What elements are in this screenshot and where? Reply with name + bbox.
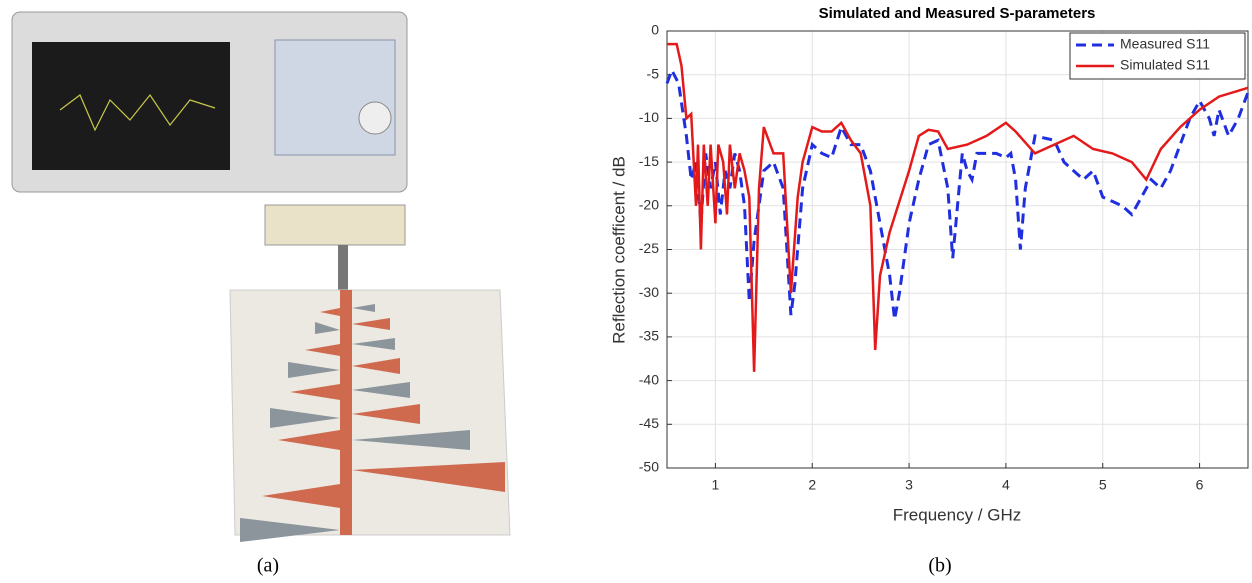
x-tick-label: 5: [1099, 477, 1107, 493]
caption: (b): [928, 555, 951, 577]
x-tick-label: 4: [1002, 477, 1010, 493]
y-tick-label: -15: [639, 153, 659, 169]
x-axis-label: Frequency / GHz: [893, 505, 1022, 524]
x-tick-label: 3: [905, 477, 913, 493]
legend-label: Measured S11: [1120, 36, 1210, 52]
y-tick-label: -30: [639, 284, 659, 300]
feed-line: [340, 290, 352, 535]
y-tick-label: -10: [639, 109, 659, 125]
line: [665, 66, 1250, 320]
y-tick-label: 0: [651, 22, 659, 38]
x-tick-label: 2: [808, 477, 816, 493]
y-tick-label: -40: [639, 371, 659, 387]
x-tick-label: 6: [1196, 477, 1204, 493]
y-tick-label: -20: [639, 197, 659, 213]
chart-title: Simulated and Measured S-parameters: [819, 5, 1096, 22]
photo: [11, 11, 511, 542]
x-tick-label: 1: [712, 477, 720, 493]
dipoles-gray: [240, 304, 470, 542]
legend: [1069, 32, 1246, 80]
y-tick-label: -25: [639, 240, 659, 256]
y-tick-label: -50: [639, 459, 659, 475]
chart: Simulated and Measured S-parameters Freq…: [609, 5, 1250, 524]
dipoles-red: [262, 308, 505, 508]
y-tick-label: -35: [639, 328, 659, 344]
caption: (a): [257, 555, 279, 577]
keypad: [274, 39, 396, 156]
cable: [338, 245, 348, 290]
line: [667, 42, 1249, 372]
y-tick-label: -5: [647, 65, 660, 81]
knob: [358, 101, 392, 135]
y-axis-label: Reflection coefficent / dB: [609, 156, 628, 344]
y-tick-label: -45: [639, 415, 659, 431]
plot-frame: [666, 30, 1249, 469]
legend-label: Simulated S11: [1120, 57, 1210, 73]
screen: [32, 42, 230, 170]
adapter: [264, 204, 406, 246]
screen-trace: [59, 93, 216, 132]
